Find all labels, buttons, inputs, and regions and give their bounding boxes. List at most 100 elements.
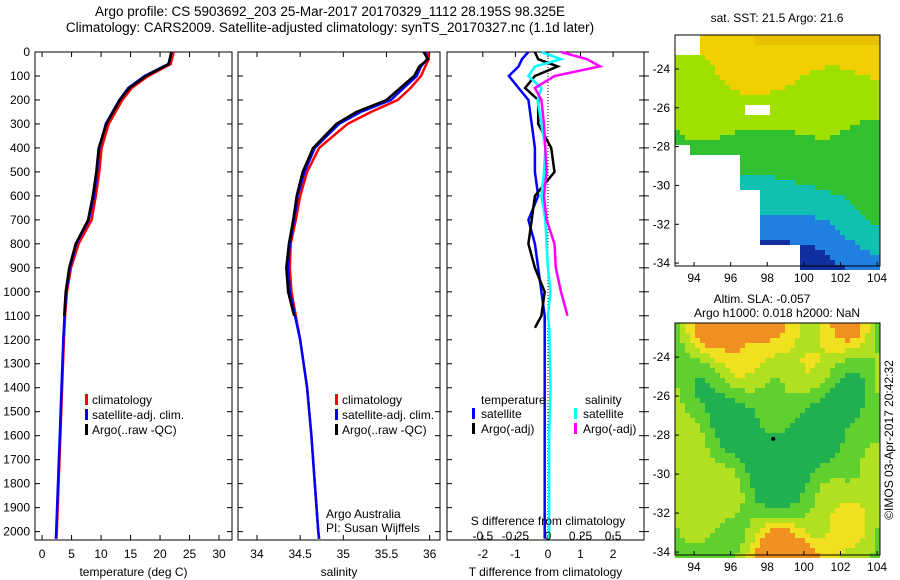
map-cell <box>860 433 865 438</box>
map-cell <box>805 538 810 543</box>
map-cell <box>740 528 745 533</box>
annotation-text: Argo Australia <box>326 507 401 521</box>
legend-label: climatology <box>342 393 402 407</box>
map-cell <box>770 498 775 503</box>
map-cell <box>705 503 710 508</box>
map-cell <box>830 45 835 50</box>
map-cell <box>805 368 810 373</box>
map-cell <box>865 260 870 265</box>
map-cell <box>780 453 785 458</box>
map-cell <box>675 363 680 368</box>
map-cell <box>805 403 810 408</box>
map-cell <box>760 35 765 40</box>
map-cell <box>800 478 805 483</box>
map-cell <box>820 483 825 488</box>
map-cell <box>760 210 765 215</box>
map-cell <box>810 130 815 135</box>
map-cell <box>710 373 715 378</box>
map-cell <box>740 80 745 85</box>
map-cell <box>685 135 690 140</box>
map-cell <box>845 35 850 40</box>
map-cell <box>875 328 880 333</box>
map-cell <box>710 135 715 140</box>
map-cell <box>815 120 820 125</box>
map-cell <box>675 493 680 498</box>
map-cell <box>790 503 795 508</box>
map-cell <box>685 528 690 533</box>
map-cell <box>690 75 695 80</box>
map-cell <box>730 468 735 473</box>
map-cell <box>805 388 810 393</box>
map-cell <box>820 493 825 498</box>
map-cell <box>775 473 780 478</box>
map-cell <box>735 105 740 110</box>
map-cell <box>700 463 705 468</box>
map-cell <box>755 508 760 513</box>
map-cell <box>740 323 745 328</box>
map-cell <box>730 453 735 458</box>
map-cell <box>800 115 805 120</box>
map-cell <box>685 398 690 403</box>
map-cell <box>780 85 785 90</box>
map-cell <box>875 518 880 523</box>
map-cell <box>850 230 855 235</box>
map-cell <box>815 383 820 388</box>
map-cell <box>715 473 720 478</box>
map-cell <box>685 433 690 438</box>
map-cell <box>825 458 830 463</box>
map-cell <box>735 483 740 488</box>
map-cell <box>860 45 865 50</box>
map-cell <box>695 423 700 428</box>
map-cell <box>835 408 840 413</box>
map-cell <box>835 105 840 110</box>
map-cell <box>740 398 745 403</box>
map-cell <box>675 85 680 90</box>
map-cell <box>875 528 880 533</box>
map-cell <box>805 135 810 140</box>
map-cell <box>795 90 800 95</box>
map-cell <box>700 418 705 423</box>
map-cell <box>860 135 865 140</box>
map-cell <box>680 60 685 65</box>
map-cell <box>760 473 765 478</box>
map-cell <box>735 493 740 498</box>
map-cell <box>715 328 720 333</box>
map-cell <box>845 120 850 125</box>
map-cell <box>815 175 820 180</box>
map-cell <box>820 205 825 210</box>
map-cell <box>820 65 825 70</box>
map-cell <box>735 348 740 353</box>
map-cell <box>705 125 710 130</box>
map-cell <box>860 513 865 518</box>
map-cell <box>700 50 705 55</box>
y-tick-label: 2000 <box>3 525 30 539</box>
map-cell <box>805 548 810 553</box>
map-cell <box>785 323 790 328</box>
map-cell <box>750 428 755 433</box>
map-cell <box>775 120 780 125</box>
map-cell <box>815 518 820 523</box>
map-cell <box>755 533 760 538</box>
map-cell <box>855 60 860 65</box>
map-cell <box>855 155 860 160</box>
map-cell <box>805 125 810 130</box>
map-cell <box>765 468 770 473</box>
map-cell <box>730 538 735 543</box>
map-cell <box>675 463 680 468</box>
map-cell <box>845 265 850 270</box>
map-cell <box>820 513 825 518</box>
map-cell <box>790 90 795 95</box>
map-cell <box>690 513 695 518</box>
map-cell <box>790 85 795 90</box>
map-cell <box>830 508 835 513</box>
map-cell <box>825 235 830 240</box>
map-cell <box>745 388 750 393</box>
map-lat-label: -26 <box>653 101 671 115</box>
map-cell <box>690 383 695 388</box>
map-cell <box>805 543 810 548</box>
map-cell <box>830 473 835 478</box>
map-cell <box>790 408 795 413</box>
map-cell <box>840 538 845 543</box>
map-cell <box>675 388 680 393</box>
map-cell <box>825 403 830 408</box>
